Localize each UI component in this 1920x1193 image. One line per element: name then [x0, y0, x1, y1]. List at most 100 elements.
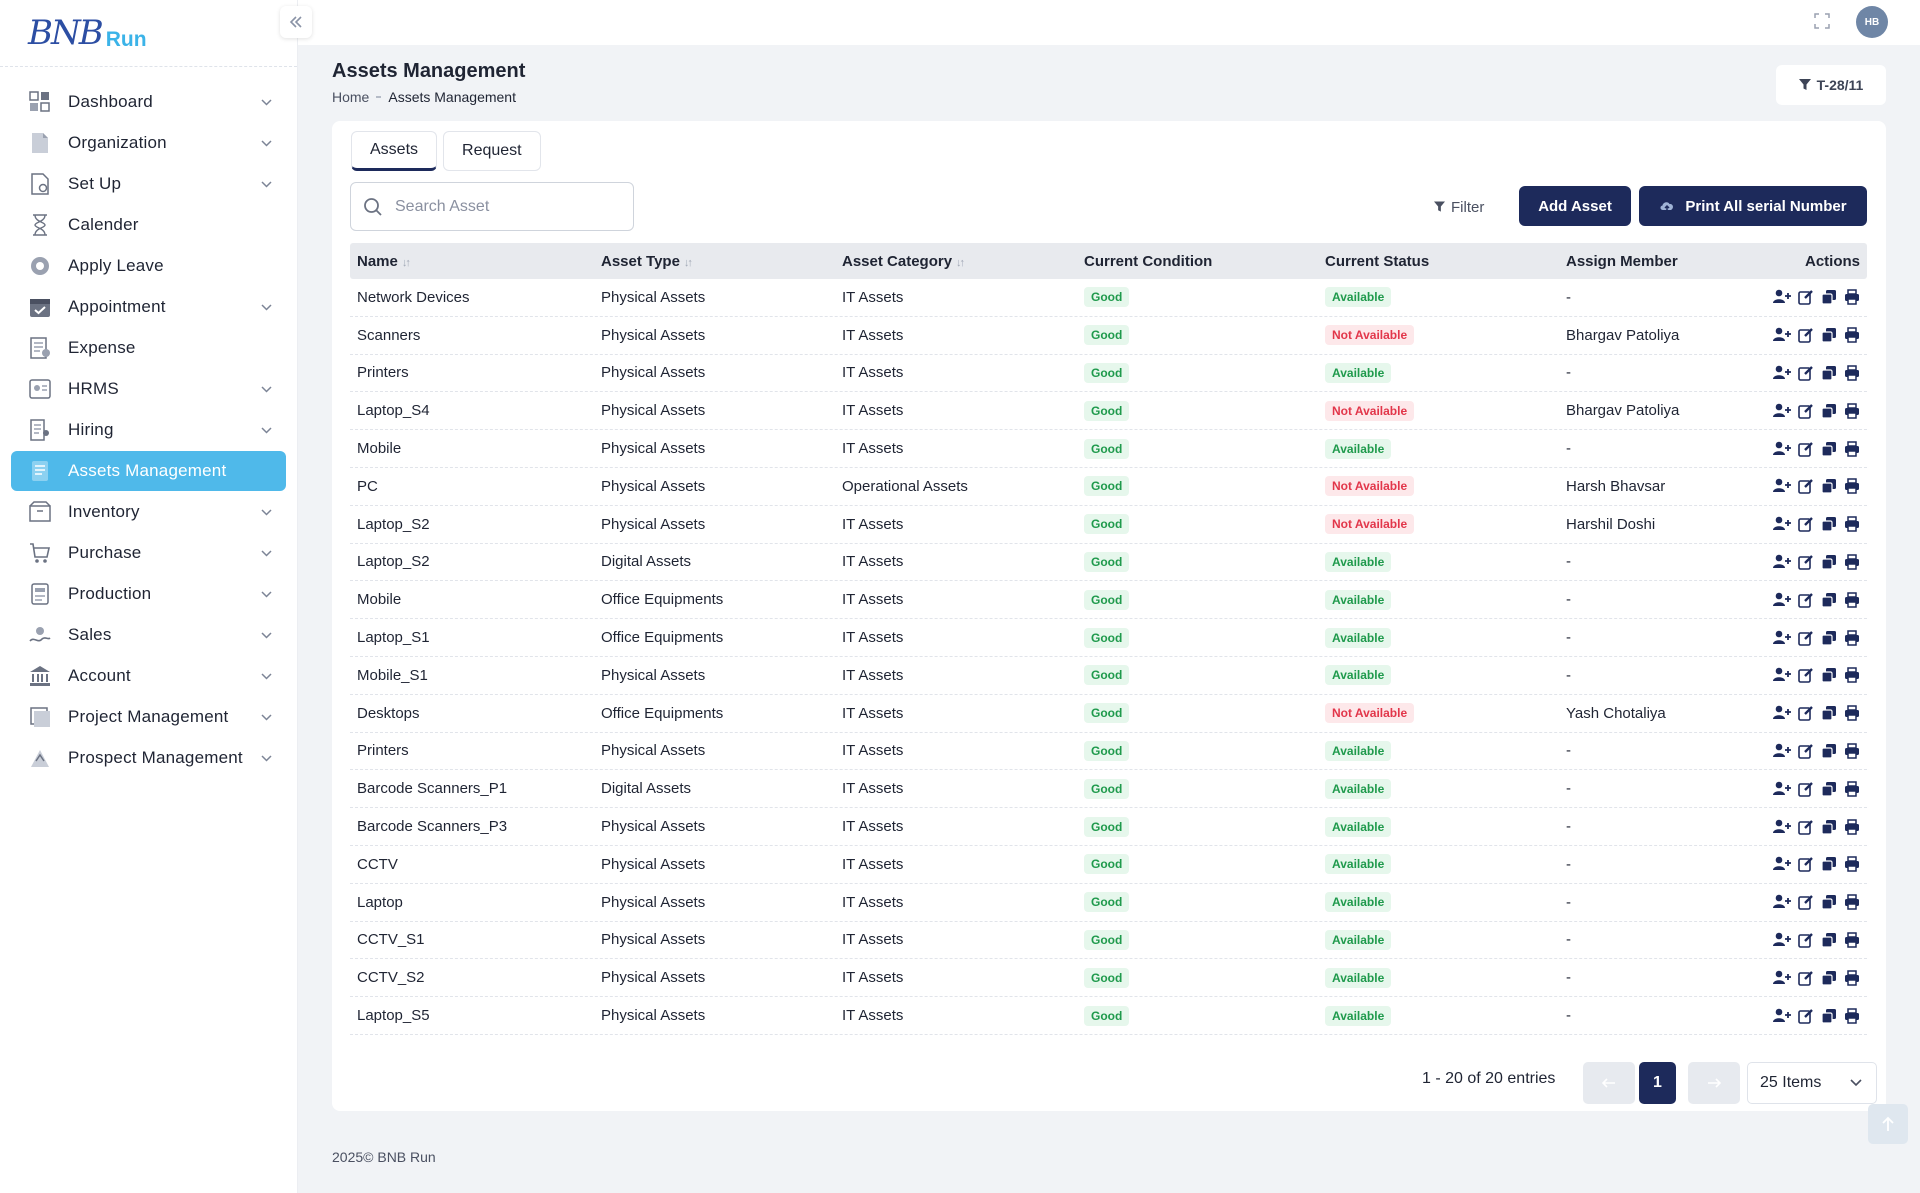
sidebar-item-calender[interactable]: Calender	[11, 205, 286, 245]
copy-icon[interactable]	[1821, 289, 1837, 305]
sidebar-item-production[interactable]: Production	[11, 574, 286, 614]
assign-user-icon[interactable]	[1773, 667, 1791, 683]
date-filter-button[interactable]: T-28/11	[1776, 65, 1886, 105]
edit-icon[interactable]	[1798, 894, 1814, 910]
copy-icon[interactable]	[1821, 894, 1837, 910]
assign-user-icon[interactable]	[1773, 365, 1791, 381]
assign-user-icon[interactable]	[1773, 819, 1791, 835]
edit-icon[interactable]	[1798, 1008, 1814, 1024]
print-icon[interactable]	[1844, 365, 1860, 381]
column-header-name[interactable]: Name ↓↑	[350, 253, 595, 270]
tab-assets[interactable]: Assets	[351, 131, 438, 171]
copy-icon[interactable]	[1821, 403, 1837, 419]
sidebar-item-prospect-management[interactable]: Prospect Management	[11, 738, 286, 778]
copy-icon[interactable]	[1821, 856, 1837, 872]
print-icon[interactable]	[1844, 516, 1860, 532]
assign-user-icon[interactable]	[1773, 478, 1791, 494]
sidebar-item-assets-management[interactable]: Assets Management	[11, 451, 286, 491]
assign-user-icon[interactable]	[1773, 894, 1791, 910]
edit-icon[interactable]	[1798, 705, 1814, 721]
print-icon[interactable]	[1844, 818, 1860, 835]
sidebar-item-hiring[interactable]: Hiring	[11, 410, 286, 450]
copy-icon[interactable]	[1821, 819, 1837, 835]
sidebar-item-set-up[interactable]: Set Up	[11, 164, 286, 204]
edit-icon[interactable]	[1798, 554, 1814, 570]
tab-request[interactable]: Request	[443, 131, 541, 171]
brand-logo[interactable]: BNB Run	[0, 0, 297, 67]
print-icon[interactable]	[1844, 743, 1860, 759]
print-icon[interactable]	[1844, 629, 1860, 646]
edit-icon[interactable]	[1798, 819, 1814, 835]
sidebar-item-organization[interactable]: Organization	[11, 123, 286, 163]
sidebar-item-dashboard[interactable]: Dashboard	[11, 82, 286, 122]
column-header-asset-category[interactable]: Asset Category ↓↑	[836, 253, 1077, 270]
filter-button[interactable]: Filter	[1434, 192, 1484, 222]
print-icon[interactable]	[1844, 289, 1860, 306]
copy-icon[interactable]	[1821, 365, 1837, 381]
print-icon[interactable]	[1844, 667, 1860, 684]
assign-user-icon[interactable]	[1773, 743, 1791, 759]
assign-user-icon[interactable]	[1773, 289, 1791, 305]
copy-icon[interactable]	[1821, 705, 1837, 721]
edit-icon[interactable]	[1798, 327, 1814, 343]
edit-icon[interactable]	[1798, 441, 1814, 457]
copy-icon[interactable]	[1821, 970, 1837, 986]
copy-icon[interactable]	[1821, 592, 1837, 608]
edit-icon[interactable]	[1798, 743, 1814, 759]
assign-user-icon[interactable]	[1773, 1008, 1791, 1024]
scroll-to-top-button[interactable]	[1868, 1104, 1908, 1144]
print-icon[interactable]	[1844, 1007, 1860, 1024]
sidebar-item-account[interactable]: Account	[11, 656, 286, 696]
assign-user-icon[interactable]	[1773, 403, 1791, 419]
edit-icon[interactable]	[1798, 478, 1814, 495]
edit-icon[interactable]	[1798, 403, 1814, 419]
edit-icon[interactable]	[1798, 970, 1814, 986]
copy-icon[interactable]	[1821, 667, 1837, 683]
breadcrumb-home[interactable]: Home	[332, 89, 370, 105]
copy-icon[interactable]	[1821, 932, 1837, 948]
next-page-button[interactable]	[1688, 1062, 1740, 1104]
copy-icon[interactable]	[1821, 1008, 1837, 1024]
sidebar-item-expense[interactable]: Expense	[11, 328, 286, 368]
prev-page-button[interactable]	[1583, 1062, 1635, 1104]
sidebar-item-hrms[interactable]: HRMS	[11, 369, 286, 409]
sidebar-item-sales[interactable]: Sales	[11, 615, 286, 655]
print-icon[interactable]	[1844, 781, 1860, 797]
print-icon[interactable]	[1844, 327, 1860, 343]
copy-icon[interactable]	[1821, 781, 1837, 797]
sidebar-item-apply-leave[interactable]: Apply Leave	[11, 246, 286, 286]
print-icon[interactable]	[1844, 969, 1860, 986]
assign-user-icon[interactable]	[1773, 856, 1791, 872]
assign-user-icon[interactable]	[1773, 592, 1791, 608]
print-icon[interactable]	[1844, 478, 1860, 495]
print-icon[interactable]	[1844, 592, 1860, 608]
print-icon[interactable]	[1844, 705, 1860, 721]
sidebar-item-appointment[interactable]: Appointment	[11, 287, 286, 327]
print-icon[interactable]	[1844, 554, 1860, 570]
user-avatar[interactable]: HB	[1856, 6, 1888, 38]
column-header-asset-type[interactable]: Asset Type ↓↑	[595, 253, 836, 270]
copy-icon[interactable]	[1821, 743, 1837, 759]
edit-icon[interactable]	[1798, 516, 1814, 532]
print-icon[interactable]	[1844, 440, 1860, 457]
collapse-sidebar-button[interactable]	[280, 6, 312, 38]
assign-user-icon[interactable]	[1773, 516, 1791, 532]
edit-icon[interactable]	[1798, 781, 1814, 797]
assign-user-icon[interactable]	[1773, 932, 1791, 948]
edit-icon[interactable]	[1798, 667, 1814, 684]
edit-icon[interactable]	[1798, 365, 1814, 381]
sidebar-item-project-management[interactable]: Project Management	[11, 697, 286, 737]
sidebar-item-inventory[interactable]: Inventory	[11, 492, 286, 532]
copy-icon[interactable]	[1821, 516, 1837, 532]
print-icon[interactable]	[1844, 894, 1860, 910]
fullscreen-icon[interactable]	[1814, 13, 1830, 29]
copy-icon[interactable]	[1821, 478, 1837, 494]
search-input[interactable]	[395, 197, 615, 216]
edit-icon[interactable]	[1798, 932, 1814, 948]
page-number-button[interactable]: 1	[1639, 1062, 1676, 1104]
assign-user-icon[interactable]	[1773, 554, 1791, 570]
edit-icon[interactable]	[1798, 289, 1814, 306]
print-serial-button[interactable]: Print All serial Number	[1639, 186, 1867, 226]
sidebar-item-purchase[interactable]: Purchase	[11, 533, 286, 573]
copy-icon[interactable]	[1821, 630, 1837, 646]
